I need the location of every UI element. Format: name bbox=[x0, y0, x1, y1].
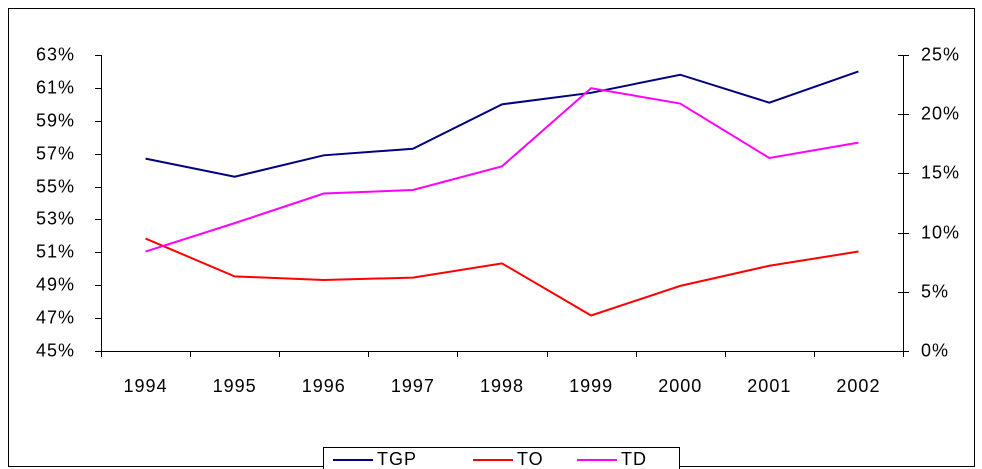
y-tick-label: 57% bbox=[36, 143, 75, 163]
x-tick-label: 2002 bbox=[836, 376, 880, 396]
y-tick-label: 59% bbox=[36, 110, 75, 130]
chart-frame bbox=[8, 8, 975, 467]
y2-tick-label: 20% bbox=[921, 103, 960, 123]
y2-tick-label: 10% bbox=[921, 222, 960, 242]
y-tick-label: 47% bbox=[36, 307, 75, 327]
y-tick-label: 63% bbox=[36, 44, 75, 64]
x-tick-label: 1999 bbox=[569, 376, 613, 396]
y2-tick-label: 15% bbox=[921, 162, 960, 182]
x-tick-label: 1996 bbox=[302, 376, 346, 396]
x-tick-label: 2000 bbox=[658, 376, 702, 396]
y2-tick-label: 25% bbox=[921, 44, 960, 64]
series-line bbox=[145, 237, 859, 317]
x-tick-label: 1995 bbox=[213, 376, 257, 396]
x-tick-label: 2001 bbox=[747, 376, 791, 396]
y-tick-label: 53% bbox=[36, 208, 75, 228]
y-tick-label: 49% bbox=[36, 274, 75, 294]
legend-box bbox=[323, 447, 680, 469]
series-line bbox=[145, 87, 859, 253]
x-tick-label: 1994 bbox=[124, 376, 168, 396]
y-tick-label: 51% bbox=[36, 241, 75, 261]
y2-tick-label: 5% bbox=[921, 281, 949, 301]
y-tick-label: 61% bbox=[36, 77, 75, 97]
x-tick-label: 1998 bbox=[480, 376, 524, 396]
y-tick-label: 45% bbox=[36, 340, 75, 360]
legend-label: TGP bbox=[377, 449, 417, 469]
series-line bbox=[145, 70, 859, 178]
x-tick-label: 1997 bbox=[391, 376, 435, 396]
legend-label: TD bbox=[621, 449, 647, 469]
y-tick-label: 55% bbox=[36, 176, 75, 196]
legend-label: TO bbox=[517, 449, 544, 469]
y2-tick-label: 0% bbox=[921, 340, 949, 360]
